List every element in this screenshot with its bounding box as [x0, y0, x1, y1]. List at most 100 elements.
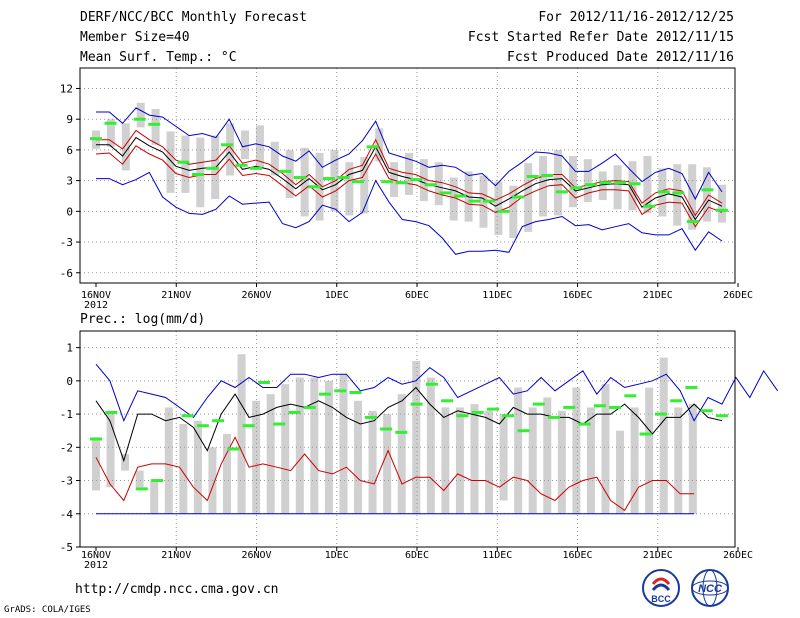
prec-x-tick-label: 16NOV — [81, 550, 111, 561]
temp-obs-marker — [424, 183, 437, 187]
prec-spread-bar — [164, 407, 173, 514]
prec-obs-marker — [563, 405, 576, 409]
prec-obs-marker — [349, 390, 362, 394]
prec-spread-bar — [688, 404, 697, 514]
prec-spread-bar — [616, 430, 625, 514]
prec-max-line — [95, 363, 779, 423]
prec-spread-bar — [557, 410, 566, 514]
temp-obs-marker — [293, 176, 306, 180]
temp-obs-marker — [235, 163, 248, 167]
prec-spread-bar — [572, 387, 581, 514]
prec-obs-marker — [670, 399, 683, 403]
prec-obs-marker — [517, 429, 530, 433]
temp-x-tick-label: 26NOV — [241, 290, 271, 301]
prec-spread-bar — [223, 434, 232, 514]
prec-spread-bar — [121, 453, 130, 471]
fcst-started-date: Fcst Started Refer Date 2012/11/15 — [467, 30, 734, 45]
temp-spread-bar — [524, 163, 533, 232]
prec-obs-marker — [685, 385, 698, 389]
temp-y-tick-label: 9 — [66, 113, 73, 126]
temp-obs-marker — [177, 160, 190, 164]
temp-obs-marker — [90, 137, 102, 141]
temp-spread-bar — [121, 123, 130, 171]
prec-spread-bar — [368, 410, 377, 514]
temp-spread-bar — [390, 162, 399, 197]
prec-obs-marker — [624, 394, 637, 398]
prec-spread-bar — [281, 384, 290, 514]
prec-x-tick-label: 21DEC — [643, 550, 673, 561]
prec-obs-marker — [425, 382, 438, 386]
temp-obs-marker — [250, 166, 263, 170]
prec-spread-bar — [630, 407, 639, 514]
prec-obs-marker — [196, 424, 209, 428]
temp-obs-marker — [352, 180, 365, 184]
prec-obs-marker — [212, 419, 225, 423]
prec-obs-marker — [257, 381, 270, 385]
temp-spread-bar — [434, 162, 443, 206]
prec-obs-marker — [395, 430, 408, 434]
temp-x-tick-label: 11DEC — [482, 290, 512, 301]
temp-obs-marker — [526, 175, 539, 179]
temp-spread-bar — [241, 130, 250, 160]
temp-obs-marker — [104, 121, 117, 125]
temp-y-tick-label: 12 — [60, 82, 73, 95]
prec-y-tick-label: 1 — [66, 342, 73, 355]
precip-panel-title: Prec.: log(mm/d) — [80, 312, 205, 327]
temp-x-tick-label: 1DEC — [325, 290, 349, 301]
temp-spread-bar — [419, 159, 428, 202]
prec-spread-bar — [237, 354, 246, 514]
temp-obs-marker — [148, 122, 161, 126]
prec-y-tick-label: -1 — [60, 408, 73, 421]
prec-obs-marker — [364, 415, 377, 419]
temp-spread-bar — [554, 149, 563, 216]
prec-spread-bar — [601, 384, 610, 514]
prec-obs-marker — [227, 447, 240, 451]
temp-y-tick-label: 0 — [66, 205, 73, 218]
bcc-logo: BCC — [642, 569, 680, 607]
temp-spread-bar — [449, 177, 458, 221]
temp-year-label: 2012 — [84, 300, 108, 311]
temp-obs-marker — [657, 190, 670, 194]
prec-spread-bar — [441, 407, 450, 514]
temp-p75-line — [96, 129, 723, 217]
temp-spread-bar — [196, 137, 205, 208]
temp-spread-bar — [673, 164, 682, 226]
prec-y-tick-label: -2 — [60, 441, 73, 454]
prec-obs-marker — [548, 415, 561, 419]
temp-x-tick-label: 21NOV — [161, 290, 191, 301]
prec-obs-marker — [654, 412, 667, 416]
temp-panel: 12 9 6 3 0 -3 -6 16NOV 21NOV 26NOV 1DEC 6DEC 11DEC 16… — [60, 67, 753, 311]
temp-obs-marker — [715, 208, 728, 212]
prec-p25-line — [95, 436, 695, 512]
prec-spread-bar — [295, 377, 304, 514]
temp-spread-bar — [598, 171, 607, 201]
prec-panel: 1 0 -1 -2 -3 -4 -5 16NOV 21NOV 26NOV 1DEC 6DEC 11DEC… — [60, 330, 779, 571]
temp-spread-bar — [360, 157, 369, 214]
temp-obs-marker — [468, 199, 481, 203]
footer-url[interactable]: http://cmdp.ncc.cma.gov.cn — [75, 582, 279, 597]
temp-y-tick-label: -3 — [60, 236, 73, 249]
prec-spread-bar — [543, 397, 552, 514]
prec-spread-bar — [179, 424, 188, 514]
temp-obs-marker — [628, 182, 641, 186]
prec-spread-bar — [310, 377, 319, 514]
temp-spread-bar — [688, 164, 697, 230]
ncc-logo-text: NCC — [698, 583, 723, 595]
prec-x-tick-label: 6DEC — [405, 550, 429, 561]
temp-spread-bar — [166, 131, 175, 193]
bcc-logo-text: BCC — [651, 594, 671, 604]
temp-obs-marker — [599, 181, 612, 185]
temp-spread-bar — [583, 159, 592, 203]
variable-label: Mean Surf. Temp.: °C — [80, 50, 237, 65]
prec-obs-marker — [456, 414, 469, 418]
prec-spread-bar — [252, 400, 261, 514]
prec-obs-marker — [532, 402, 545, 406]
prec-spread-bar — [354, 400, 363, 514]
temp-obs-marker — [133, 117, 146, 121]
prec-spread-bar — [659, 357, 668, 514]
temp-obs-marker — [279, 169, 292, 173]
temp-obs-marker — [322, 177, 335, 181]
temp-spread-bar — [494, 181, 503, 235]
prec-obs-marker — [700, 409, 713, 413]
temp-max-line — [96, 107, 723, 201]
